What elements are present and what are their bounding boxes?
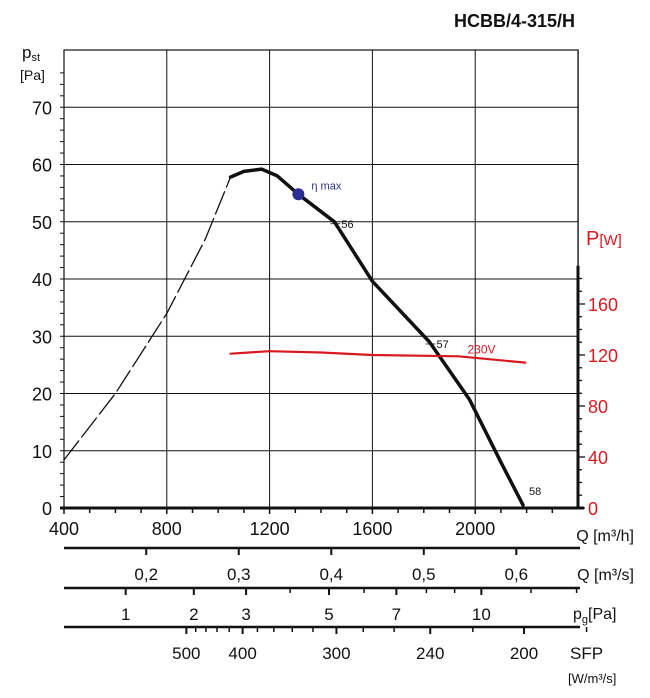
pg-label-unit: [Pa] — [588, 606, 616, 623]
secondary-tick-label: 7 — [392, 605, 401, 624]
y-tick-label: 50 — [32, 213, 52, 233]
y-tick-label: 10 — [32, 442, 52, 462]
secondary-tick-label: 0,5 — [412, 565, 436, 584]
svg-text:pst: pst — [22, 43, 40, 64]
y-label: p — [22, 43, 31, 62]
y-label-sub: st — [31, 52, 40, 64]
y-axis-label: pst [Pa] — [20, 43, 45, 83]
y2-label-unit: [W] — [599, 232, 622, 249]
x-tick-label: 800 — [152, 519, 182, 539]
secondary-tick-label: 5 — [324, 605, 333, 624]
secondary-tick-label: 10 — [472, 605, 491, 624]
y-tick-label: 60 — [32, 156, 52, 176]
secondary-tick-label: 3 — [241, 605, 250, 624]
y2-label: P — [586, 228, 599, 250]
y-tick-label: 0 — [42, 499, 52, 519]
y-tick-label: 70 — [32, 98, 52, 118]
annotations: 230V η max 56 57 58 — [292, 180, 541, 498]
sfp-unit-label: [W/m³/s] — [568, 671, 616, 686]
svg-text:P[W]: P[W] — [586, 228, 622, 250]
power-series-label: 230V — [467, 343, 495, 357]
y-label-unit: [Pa] — [20, 67, 45, 83]
secondary-tick-label: 400 — [228, 644, 256, 663]
y-tick-label: 20 — [32, 385, 52, 405]
x-tick-label: 1200 — [250, 519, 290, 539]
pg-label: pg[Pa] — [573, 606, 617, 626]
sfp-label: SFP — [570, 644, 603, 663]
series-power — [229, 350, 527, 364]
series — [63, 167, 527, 507]
efficiency-label: 56 — [341, 219, 353, 231]
secondary-tick-label: 0,3 — [227, 565, 251, 584]
secondary-tick-label: 500 — [172, 644, 200, 663]
series-pressure — [228, 167, 525, 507]
efficiency-label: 58 — [529, 486, 541, 498]
x-tick-label: 400 — [49, 519, 79, 539]
secondary-tick-label: 200 — [510, 644, 538, 663]
secondary-tick-label: 0,6 — [504, 565, 528, 584]
secondary-tick-label: 240 — [416, 644, 444, 663]
series-pressure-unstable — [63, 176, 232, 461]
x-tick-label: 2000 — [455, 519, 495, 539]
secondary-tick-label: 2 — [189, 605, 198, 624]
axes: 400 800 1200 1600 2000 0 10 20 30 40 50 60 70 0 40 80 12… — [32, 72, 634, 545]
secondary-tick-label: 300 — [322, 644, 350, 663]
q-m3s-label: Q [m³/s] — [577, 567, 634, 584]
efficiency-label: 57 — [436, 339, 448, 351]
y2-tick-label: 120 — [588, 346, 618, 366]
y2-tick-label: 80 — [588, 397, 608, 417]
y2-tick-label: 160 — [588, 295, 618, 315]
y-tick-label: 30 — [32, 327, 52, 347]
grid — [63, 49, 579, 509]
chart-title: HCBB/4-315/H — [454, 11, 575, 31]
x-tick-label: 1600 — [352, 519, 392, 539]
eta-max-label: η max — [311, 180, 341, 192]
x-axis-label: Q [m³/h] — [576, 528, 634, 545]
pg-label-sub: g — [582, 614, 588, 626]
eta-max-marker — [292, 188, 305, 201]
y2-tick-label: 0 — [588, 499, 598, 519]
secondary-tick-label: 0,2 — [134, 565, 158, 584]
secondary-tick-label: 0,4 — [319, 565, 343, 584]
y2-axis-label: P[W] — [586, 228, 622, 250]
secondary-tick-label: 1 — [121, 605, 130, 624]
pg-label-main: p — [573, 606, 582, 623]
y2-tick-label: 40 — [588, 448, 608, 468]
y-tick-label: 40 — [32, 270, 52, 290]
secondary-axes: 0,2 0,3 0,4 0,5 0,6 1 2 3 5 7 10 500 400 300 240 200 Q [… — [64, 546, 634, 686]
